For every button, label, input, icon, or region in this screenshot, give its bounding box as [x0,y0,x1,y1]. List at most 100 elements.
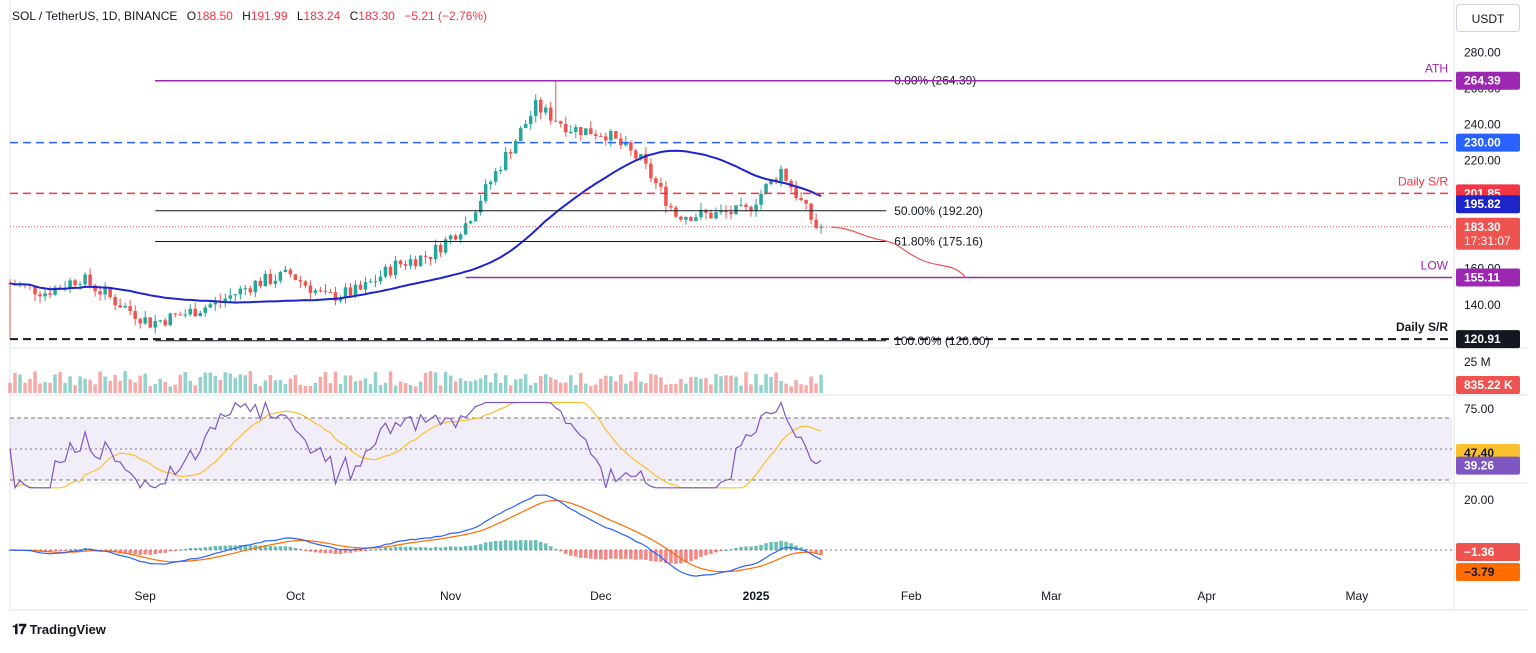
volume-last-value: 835.22 K [1464,378,1513,392]
candle-body [248,288,253,293]
volume-bar [604,375,608,393]
rsi-ma-value: 47.40 [1464,446,1494,460]
volume-bar [674,383,678,393]
candle-body [744,204,748,207]
candle-body [463,223,468,235]
symbol-name[interactable]: SOL / TetherUS, 1D, BINANCE [12,9,178,23]
macd-histogram-bar [358,550,363,552]
volume-bar [18,374,22,393]
low-label: L [296,9,304,23]
macd-histogram-bar [809,550,813,552]
macd-histogram-bar [328,550,333,554]
candle-body [503,152,508,170]
high-value: 191.99 [250,9,288,23]
level-name: LOW [1421,259,1449,273]
macd-histogram-bar [528,540,533,550]
candle-body [323,290,328,292]
candle-body [548,107,553,121]
volume-bar [554,379,558,393]
volume-bar [518,378,523,393]
volume-bar [774,372,778,393]
candle-body [759,193,763,205]
candle-body [559,121,563,124]
candle-body [58,287,62,289]
candle-body [619,138,623,146]
volume-bar [318,376,323,393]
volume-bar [749,384,753,393]
candle-body [599,136,603,138]
candle-body [569,131,573,133]
candle-body [33,285,37,295]
x-tick-label: May [1346,589,1369,603]
volume-bar [348,375,353,393]
candle-body [769,179,773,185]
candle-body [538,99,543,113]
tradingview-logo[interactable]: 𝟏𝟕 TradingView [12,621,106,638]
volume-bar [233,377,238,393]
volume-bar [208,372,213,393]
macd-histogram-bar [734,547,738,550]
macd-histogram-bar [714,550,718,553]
high-label: H [242,9,251,23]
x-tick-label: Feb [901,589,922,603]
volume-bar [704,378,708,393]
candle-body [659,182,663,187]
candle-body [554,120,558,122]
candle-body [253,280,258,293]
candle-body [739,204,743,206]
macd-histogram-bar [373,549,378,551]
volume-bar [744,372,748,393]
volume-bar [298,384,303,393]
candle-body [669,205,673,208]
candle-body [353,284,358,296]
candle-body [624,142,628,146]
candle-body [478,200,483,213]
macd-histogram-bar [674,550,678,564]
candle-body [183,314,187,316]
volume-bar [468,381,473,393]
candle-body [684,217,688,220]
candle-body [779,168,783,182]
volume-bar [173,384,177,393]
volume-bar [188,380,193,393]
currency-button[interactable]: USDT [1456,4,1520,32]
volume-bar [193,385,198,393]
volume-bar [624,383,628,393]
volume-bar [594,384,598,393]
macd-histogram-bar [614,550,618,559]
ma-price-tag [1456,195,1520,214]
volume-bar [784,383,788,393]
last-price-tag [1456,217,1520,250]
volume-bar [198,377,203,393]
candle-body [298,279,303,282]
macd-histogram-bar [243,544,248,550]
macd-histogram-bar [609,550,613,559]
candle-body [368,281,373,283]
macd-histogram-bar [313,550,318,553]
volume-bar [418,381,423,393]
candle-body [108,288,112,298]
macd-histogram-bar [123,550,127,554]
candle-body [93,285,97,292]
candle-body [38,294,42,297]
macd-histogram-bar [523,540,528,550]
close-label: C [349,9,359,23]
volume-bar [724,375,728,393]
volume-bar [38,383,42,393]
candle-body [488,181,493,185]
volume-bar [338,383,343,393]
volume-bar [63,382,67,393]
macd-histogram-bar [228,545,233,550]
candle-body [333,292,338,301]
volume-bar [483,375,488,393]
candle-body [689,217,693,221]
macd-histogram-bar [473,545,478,550]
brand-name: TradingView [29,622,106,637]
candle-body [268,273,273,284]
y-tick-label: 140.00 [1464,298,1501,312]
volume-bar [333,371,338,393]
volume-bar [128,379,132,393]
volume-bar [438,385,443,393]
